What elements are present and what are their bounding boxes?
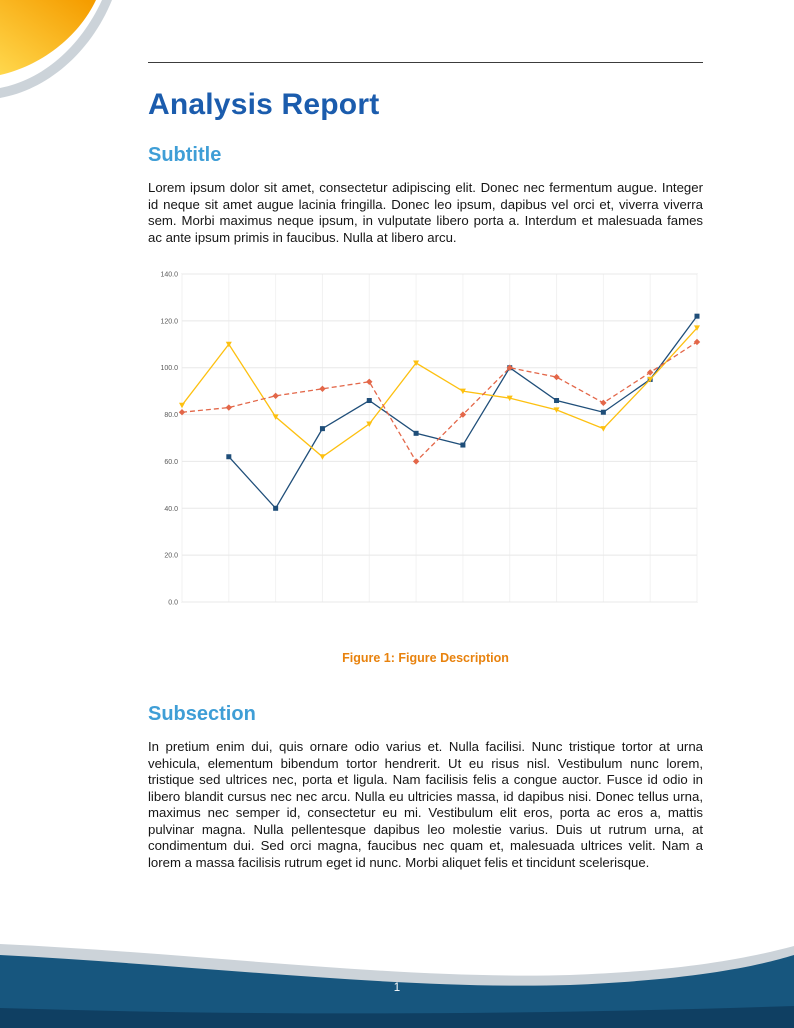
paragraph-intro: Lorem ipsum dolor sit amet, consectetur … <box>148 180 703 245</box>
svg-text:20.0: 20.0 <box>164 553 178 560</box>
section-heading-subtitle: Subtitle <box>148 144 222 166</box>
figure-caption-label: Figure 1: <box>342 651 395 665</box>
svg-text:0.0: 0.0 <box>168 600 178 607</box>
paragraph-subsection: In pretium enim dui, quis ornare odio va… <box>148 739 703 870</box>
svg-text:140.0: 140.0 <box>160 272 178 279</box>
figure-chart: 0.0 20.0 40.0 60.0 80.0 100.0 120.0 140.0 <box>160 272 701 607</box>
top-rule <box>148 62 703 63</box>
svg-text:60.0: 60.0 <box>164 459 178 466</box>
footer-navy-strip <box>0 1006 794 1028</box>
figure-1: 0.0 20.0 40.0 60.0 80.0 100.0 120.0 140.0 Figur… <box>148 264 703 665</box>
figure-caption-text: Figure Description <box>398 651 509 665</box>
figure-caption: Figure 1: Figure Description <box>148 651 703 665</box>
svg-text:120.0: 120.0 <box>160 318 178 325</box>
figure-chart-container: 0.0 20.0 40.0 60.0 80.0 100.0 120.0 140.0 <box>148 264 703 619</box>
section-heading-subsection: Subsection <box>148 703 256 725</box>
page-number: 1 <box>393 982 401 994</box>
document-content: Analysis Report Subtitle Lorem ipsum dol… <box>148 0 703 871</box>
footer-wave-graphic <box>0 944 794 1028</box>
page-title: Analysis Report <box>148 88 380 121</box>
footer-blue-wave <box>0 955 794 1028</box>
footer-wave: 1 <box>0 928 794 1028</box>
corner-gray-arc-icon <box>0 0 112 98</box>
svg-text:80.0: 80.0 <box>164 412 178 419</box>
corner-swoosh-decoration <box>0 0 112 98</box>
svg-text:100.0: 100.0 <box>160 365 178 372</box>
svg-text:40.0: 40.0 <box>164 506 178 513</box>
corner-orange-swoosh-icon <box>0 0 96 75</box>
